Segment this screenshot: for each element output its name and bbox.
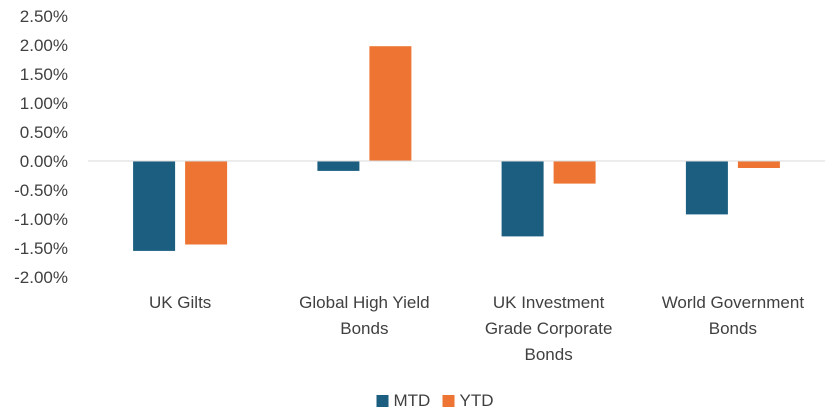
y-tick-label: 2.00% <box>20 36 68 55</box>
x-category-label: Global High Yield Bonds <box>299 293 429 338</box>
x-category-label: World Government Bonds <box>662 293 805 338</box>
y-tick-label: 0.00% <box>20 152 68 171</box>
bar-mtd-3 <box>501 161 544 237</box>
y-tick-label: 1.00% <box>20 94 68 113</box>
bar-ytd-3 <box>553 161 596 184</box>
legend-swatch-mtd <box>376 395 389 407</box>
y-tick-label: -0.50% <box>14 181 68 200</box>
y-tick-label: 0.50% <box>20 123 68 142</box>
x-category-label-line: Global High Yield <box>299 293 429 312</box>
bar-mtd-2 <box>317 161 360 171</box>
x-category-label-line: Bonds <box>340 319 388 338</box>
x-category-label: UK Investment Grade Corporate Bonds <box>485 293 613 364</box>
x-category-label-line: Bonds <box>525 345 573 364</box>
x-category-label-line: World Government <box>662 293 805 312</box>
legend-label-mtd: MTD <box>394 391 431 410</box>
bar-ytd-4 <box>737 161 780 168</box>
bar-ytd-1 <box>185 161 228 245</box>
y-tick-label: -1.50% <box>14 239 68 258</box>
bar-mtd-1 <box>133 161 176 251</box>
y-axis: 2.50% 2.00% 1.50% 1.00% 0.50% 0.00% -0.50% -1.0… <box>14 7 68 287</box>
y-tick-label: 1.50% <box>20 65 68 84</box>
legend: MTD YTD <box>376 391 494 410</box>
bars <box>133 46 780 251</box>
x-category-label-line: UK Investment <box>493 293 605 312</box>
y-tick-label: -1.00% <box>14 210 68 229</box>
legend-label-ytd: YTD <box>460 391 494 410</box>
legend-swatch-ytd <box>442 395 455 407</box>
x-category-label: UK Gilts <box>149 293 211 312</box>
bar-ytd-2 <box>369 46 412 162</box>
bar-mtd-4 <box>685 161 728 215</box>
x-category-label-line: Grade Corporate <box>485 319 613 338</box>
y-tick-label: -2.00% <box>14 268 68 287</box>
x-category-label-line: Bonds <box>709 319 757 338</box>
x-category-label-line: UK Gilts <box>149 293 211 312</box>
y-tick-label: 2.50% <box>20 7 68 26</box>
